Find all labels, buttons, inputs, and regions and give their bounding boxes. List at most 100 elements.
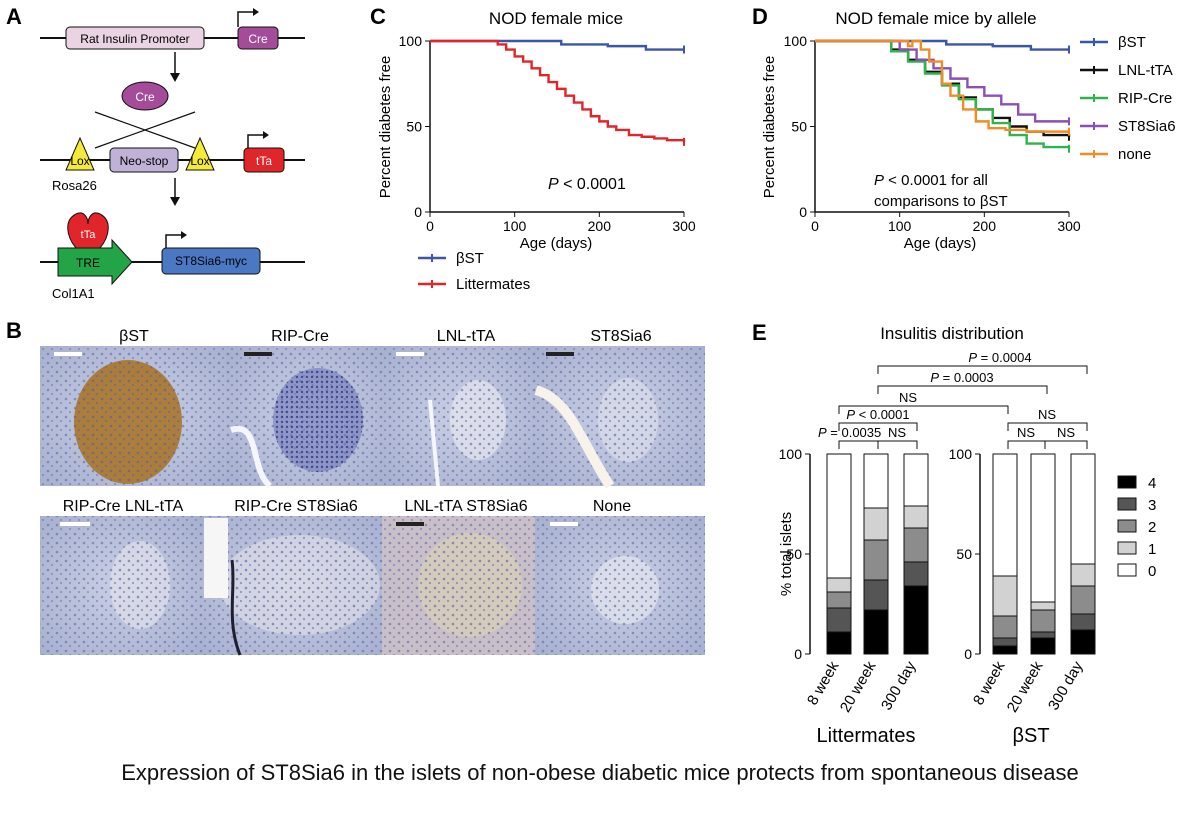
chart-e-comparison-bracket (877, 440, 918, 449)
chart-c-x-tick-label: 200 (588, 218, 612, 234)
chart-e-comparison-label: P < 0.0001 (846, 407, 909, 422)
panel-letter-c: C (370, 4, 386, 29)
figure-caption: Expression of ST8Sia6 in the islets of n… (121, 760, 1079, 785)
chart-c-series-st (430, 39, 684, 51)
chart-e-legend-label: 2 (1148, 519, 1156, 536)
panel-b: B βST RIP-Cre LNL-tTA ST8Sia6 RIP-Cre LN… (6, 318, 705, 656)
panel-d: D NOD female mice by allele Percent diab… (752, 4, 1176, 252)
chart-d-x-tick-label: 200 (973, 218, 997, 234)
chart-e-bar-label: 300 day (1045, 658, 1087, 713)
chart-e-bar-segment-score-4 (1030, 637, 1056, 655)
tta-bound-label: tTa (81, 229, 97, 241)
chart-d-ylabel: Percent diabetes free (761, 56, 778, 199)
chart-e-bar-label: 8 week (804, 658, 843, 708)
chart-e-legend-label: 0 (1148, 563, 1156, 580)
chart-e-bar-segment-score-3 (1030, 631, 1056, 639)
chart-e-bar-segment-score-4 (992, 645, 1018, 655)
tss-arrow-1 (237, 11, 256, 27)
chart-c-y-tick-label: 50 (406, 119, 422, 135)
histology-label-rip-cre: RIP-Cre (271, 328, 329, 345)
chart-d-series-st (815, 39, 1069, 51)
chart-e-bar-segment-score-1 (826, 577, 852, 593)
histology-label-ripcre-st8sia6: RIP-Cre ST8Sia6 (234, 498, 358, 515)
histology-image-ripcre-lnltta (40, 516, 202, 655)
histology-label-lnl-tta: LNL-tTA (437, 328, 496, 345)
panel-c: C NOD female mice Percent diabetes free … (370, 4, 696, 293)
chart-e-bar-label: 300 day (878, 658, 920, 713)
chart-d-y-tick-label: 0 (799, 204, 807, 220)
chart-d-x-tick-label: 100 (888, 218, 912, 234)
chart-e-y-tick-label: 0 (794, 646, 802, 662)
chart-d-legend-label: βST (1118, 34, 1146, 51)
histology-image-st8sia6 (534, 346, 705, 489)
chart-e-group-label: βST (1012, 725, 1049, 747)
chart-c-y-tick-label: 0 (414, 204, 422, 220)
chart-c-annotation: P < 0.0001 (548, 176, 626, 193)
chart-d-series-lnl-tta (815, 39, 1071, 137)
chart-d-annotation-line1: P < 0.0001 for all (874, 172, 988, 189)
rosa26-label: Rosa26 (52, 178, 97, 193)
chart-c-legend-label: Littermates (456, 276, 530, 293)
chart-e-legend-label: 1 (1148, 541, 1156, 558)
chart-c-y-tick-label: 100 (399, 33, 423, 49)
chart-e-legend-swatch (1117, 497, 1137, 511)
histology-label-lnltta-st8sia6: LNL-tTA ST8Sia6 (404, 498, 527, 515)
chart-e-comparison-label: P = 0.0035 (818, 425, 881, 440)
promoter-label: Rat Insulin Promoter (80, 32, 189, 46)
recombination-line-2 (94, 111, 196, 149)
chart-e-comparison-bracket (877, 365, 1088, 374)
chart-e-bar-segment-score-3 (992, 637, 1018, 647)
chart-e-bar-segment-score-2 (903, 527, 929, 563)
histology-label-ripcre-lnltta: RIP-Cre LNL-tTA (63, 498, 184, 515)
chart-e-legend-swatch (1117, 519, 1137, 533)
chart-e-ylabel: % total islets (778, 512, 795, 596)
histology-label-bst: βST (119, 328, 149, 345)
chart-d-y-tick-label: 50 (791, 119, 807, 135)
chart-e-comparison-bracket (1007, 440, 1046, 449)
chart-e-bar-segment-score-0 (992, 453, 1018, 577)
col1a1-label: Col1A1 (52, 286, 95, 301)
chart-d-legend-label: RIP-Cre (1118, 90, 1172, 107)
chart-e-bar-segment-score-1 (1030, 601, 1056, 611)
chart-e-bar-segment-score-2 (1030, 609, 1056, 633)
chart-e-comparison-label: NS (899, 390, 917, 405)
chart-e-comparison-bracket (838, 405, 1009, 414)
chart-d-x-tick-label: 0 (811, 218, 819, 234)
panel-a: A Rat Insulin Promoter Cre Cre Lox Neo-s… (6, 4, 305, 301)
tta-box-label: tTa (256, 154, 272, 168)
chart-e-bar-segment-score-1 (1070, 563, 1096, 587)
histology-image-ripcre-st8sia6 (202, 516, 382, 656)
chart-c-series-littermates (430, 39, 686, 142)
chart-e-comparison-bracket (877, 385, 1048, 394)
chart-c-legend-label: βST (456, 250, 484, 267)
chart-d-legend-label: LNL-tTA (1118, 62, 1173, 79)
chart-d-series-st8sia6 (815, 39, 1069, 123)
chart-e-bar-segment-score-0 (1070, 453, 1096, 565)
histology-image-rip-cre (230, 346, 384, 489)
chart-c-x-tick-label: 300 (672, 218, 696, 234)
chart-e-comparisons: P = 0.0004 P = 0.0003 NS P < 0.0001 P = 0.00… (818, 350, 1088, 449)
chart-c-title: NOD female mice (489, 9, 623, 28)
chart-c-xlabel: Age (days) (520, 235, 593, 252)
tre-label: TRE (76, 256, 100, 270)
chart-e-comparison-bracket (1007, 422, 1088, 431)
chart-e-legend-swatch (1117, 563, 1137, 577)
histology-image-bst (40, 346, 231, 486)
lox-right (185, 136, 215, 171)
chart-d-xlabel: Age (days) (904, 235, 977, 252)
chart-e-title: Insulitis distribution (880, 324, 1024, 343)
chart-d-legend-label: none (1118, 146, 1151, 163)
chart-c-plot: 0 100 200 300 0 50 100 (399, 33, 696, 234)
chart-c-x-tick-label: 0 (426, 218, 434, 234)
chart-e-comparison-label: P = 0.0004 (968, 350, 1031, 365)
chart-e-bar-segment-score-4 (826, 631, 852, 655)
chart-c-x-tick-label: 100 (503, 218, 527, 234)
lox-left (65, 136, 95, 171)
tss-arrow-3 (165, 234, 184, 248)
chart-e-bar-segment-score-4 (1070, 629, 1096, 655)
histology-label-none: None (593, 498, 631, 515)
panel-letter-d: D (752, 4, 768, 29)
chart-e-comparison-label: NS (1038, 407, 1056, 422)
chart-e-comparison-label: P = 0.0003 (930, 370, 993, 385)
